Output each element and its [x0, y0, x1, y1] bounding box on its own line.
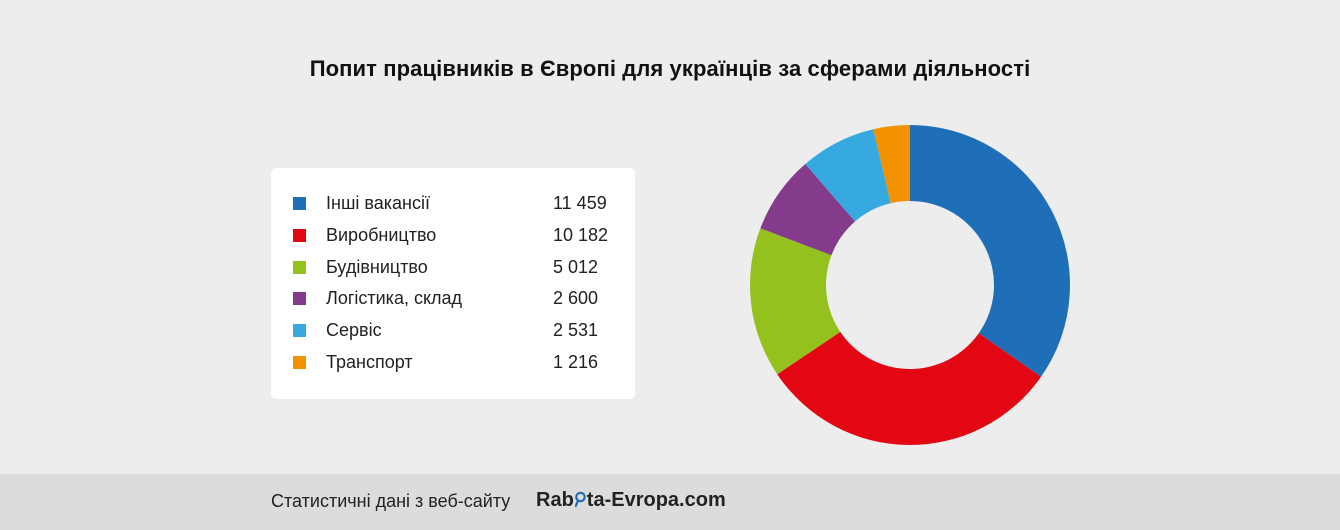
donut-slice-2 [777, 331, 1042, 445]
legend-item: Виробництво 10 182 [271, 220, 635, 252]
legend-label: Інші вакансії [326, 193, 430, 214]
legend-value: 1 216 [553, 351, 599, 372]
legend-swatch [293, 355, 306, 369]
legend-swatch [293, 324, 306, 338]
brand-text-end: ta-Evropa.com [586, 489, 726, 511]
footer-source-text: Статистичні дані з веб-сайту [271, 491, 511, 511]
legend-swatch [293, 197, 306, 211]
footer-bar: Статистичні дані з веб-сайту Rab ta-Evrop… [0, 474, 1340, 530]
legend-item: Сервіс 2 531 [271, 315, 635, 347]
donut-slice-3 [750, 228, 841, 375]
legend-value: 11 459 [553, 193, 607, 214]
donut-slice-1 [910, 125, 1070, 377]
legend-value: 2 531 [553, 320, 599, 341]
legend-label: Виробництво [326, 225, 437, 246]
donut-slice-4 [760, 164, 856, 256]
legend-item: Інші вакансії 11 459 [271, 188, 635, 220]
donut-slice-5 [805, 129, 891, 222]
legend-value: 10 182 [553, 225, 609, 246]
legend-label: Будівництво [326, 256, 428, 277]
legend-swatch [293, 229, 306, 243]
legend-card: Інші вакансії 11 459 Виробництво 10 182 … [271, 168, 635, 399]
brand-text-start: Rab [536, 489, 574, 511]
legend-item: Будівництво 5 012 [271, 251, 635, 283]
brand-logo[interactable]: Rab ta-Evropa.com [536, 489, 726, 512]
donut-slice-6 [873, 125, 910, 204]
legend-item: Логістика, склад 2 600 [271, 283, 635, 315]
legend-item: Транспорт 1 216 [271, 346, 635, 378]
donut-chart [750, 125, 1070, 445]
legend-swatch [293, 292, 306, 306]
legend-value: 5 012 [553, 256, 599, 277]
legend-swatch [293, 260, 306, 274]
chart-title: Попит працівників в Європі для українців… [309, 56, 1031, 81]
legend-label: Сервіс [326, 320, 382, 341]
legend-value: 2 600 [553, 288, 599, 309]
legend-label: Логістика, склад [326, 288, 463, 309]
legend-label: Транспорт [326, 351, 413, 372]
magnifier-icon [574, 491, 586, 507]
